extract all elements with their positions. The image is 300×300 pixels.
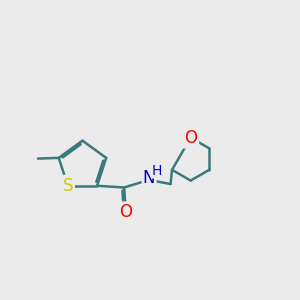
Text: O: O bbox=[184, 129, 197, 147]
Text: S: S bbox=[62, 177, 73, 195]
Text: H: H bbox=[152, 164, 162, 178]
Text: N: N bbox=[143, 169, 155, 187]
Text: O: O bbox=[119, 203, 132, 221]
